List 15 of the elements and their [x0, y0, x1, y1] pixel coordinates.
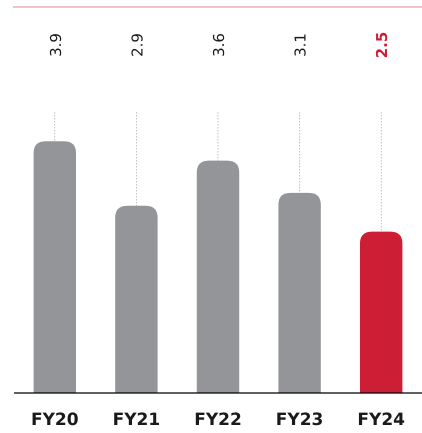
bar	[278, 192, 321, 393]
data-label: 3.6	[210, 33, 228, 57]
bar	[196, 160, 240, 393]
data-label: 3.9	[46, 33, 65, 57]
x-tick-label: FY24	[357, 410, 406, 430]
x-tick-label: FY20	[31, 410, 79, 430]
data-label: 2.5	[373, 32, 392, 58]
x-tick-label: FY23	[276, 410, 324, 430]
bar	[360, 232, 402, 393]
bar	[34, 141, 76, 393]
x-tick-label: FY22	[194, 410, 242, 430]
data-label: 3.1	[292, 33, 310, 57]
data-label: 2.9	[128, 33, 146, 57]
bar	[115, 206, 158, 393]
x-tick-label: FY21	[112, 410, 160, 430]
